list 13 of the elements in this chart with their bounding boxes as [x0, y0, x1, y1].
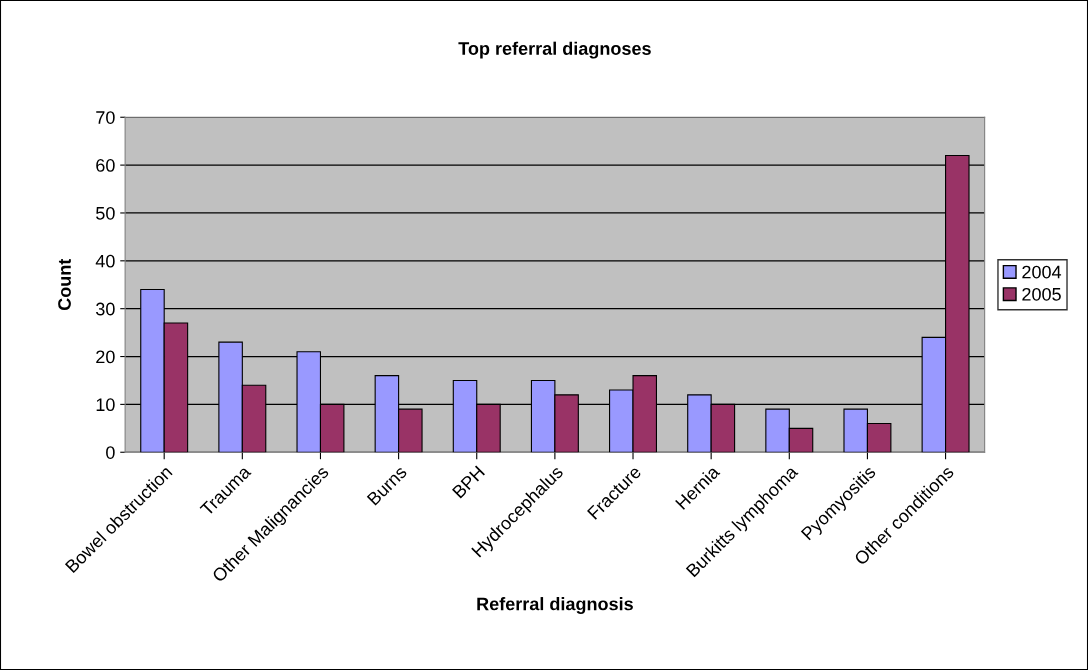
y-tick-label: 10	[96, 398, 115, 412]
y-tick-label: 70	[96, 111, 115, 124]
x-axis-title: Referral diagnosis	[477, 597, 633, 614]
y-tick-label: 20	[96, 350, 115, 364]
chart-title: Top referral diagnoses	[458, 41, 651, 59]
y-tick-label: 30	[96, 302, 115, 316]
y-tick-label: 50	[96, 206, 115, 220]
legend-label: 2005	[1022, 287, 1061, 301]
y-tick-label: 60	[96, 159, 115, 172]
y-tick-label: 0	[106, 446, 115, 459]
y-tick-label: 40	[95, 254, 115, 268]
y-axis-title: Count	[58, 258, 71, 311]
legend-label: 2004	[1022, 265, 1062, 279]
